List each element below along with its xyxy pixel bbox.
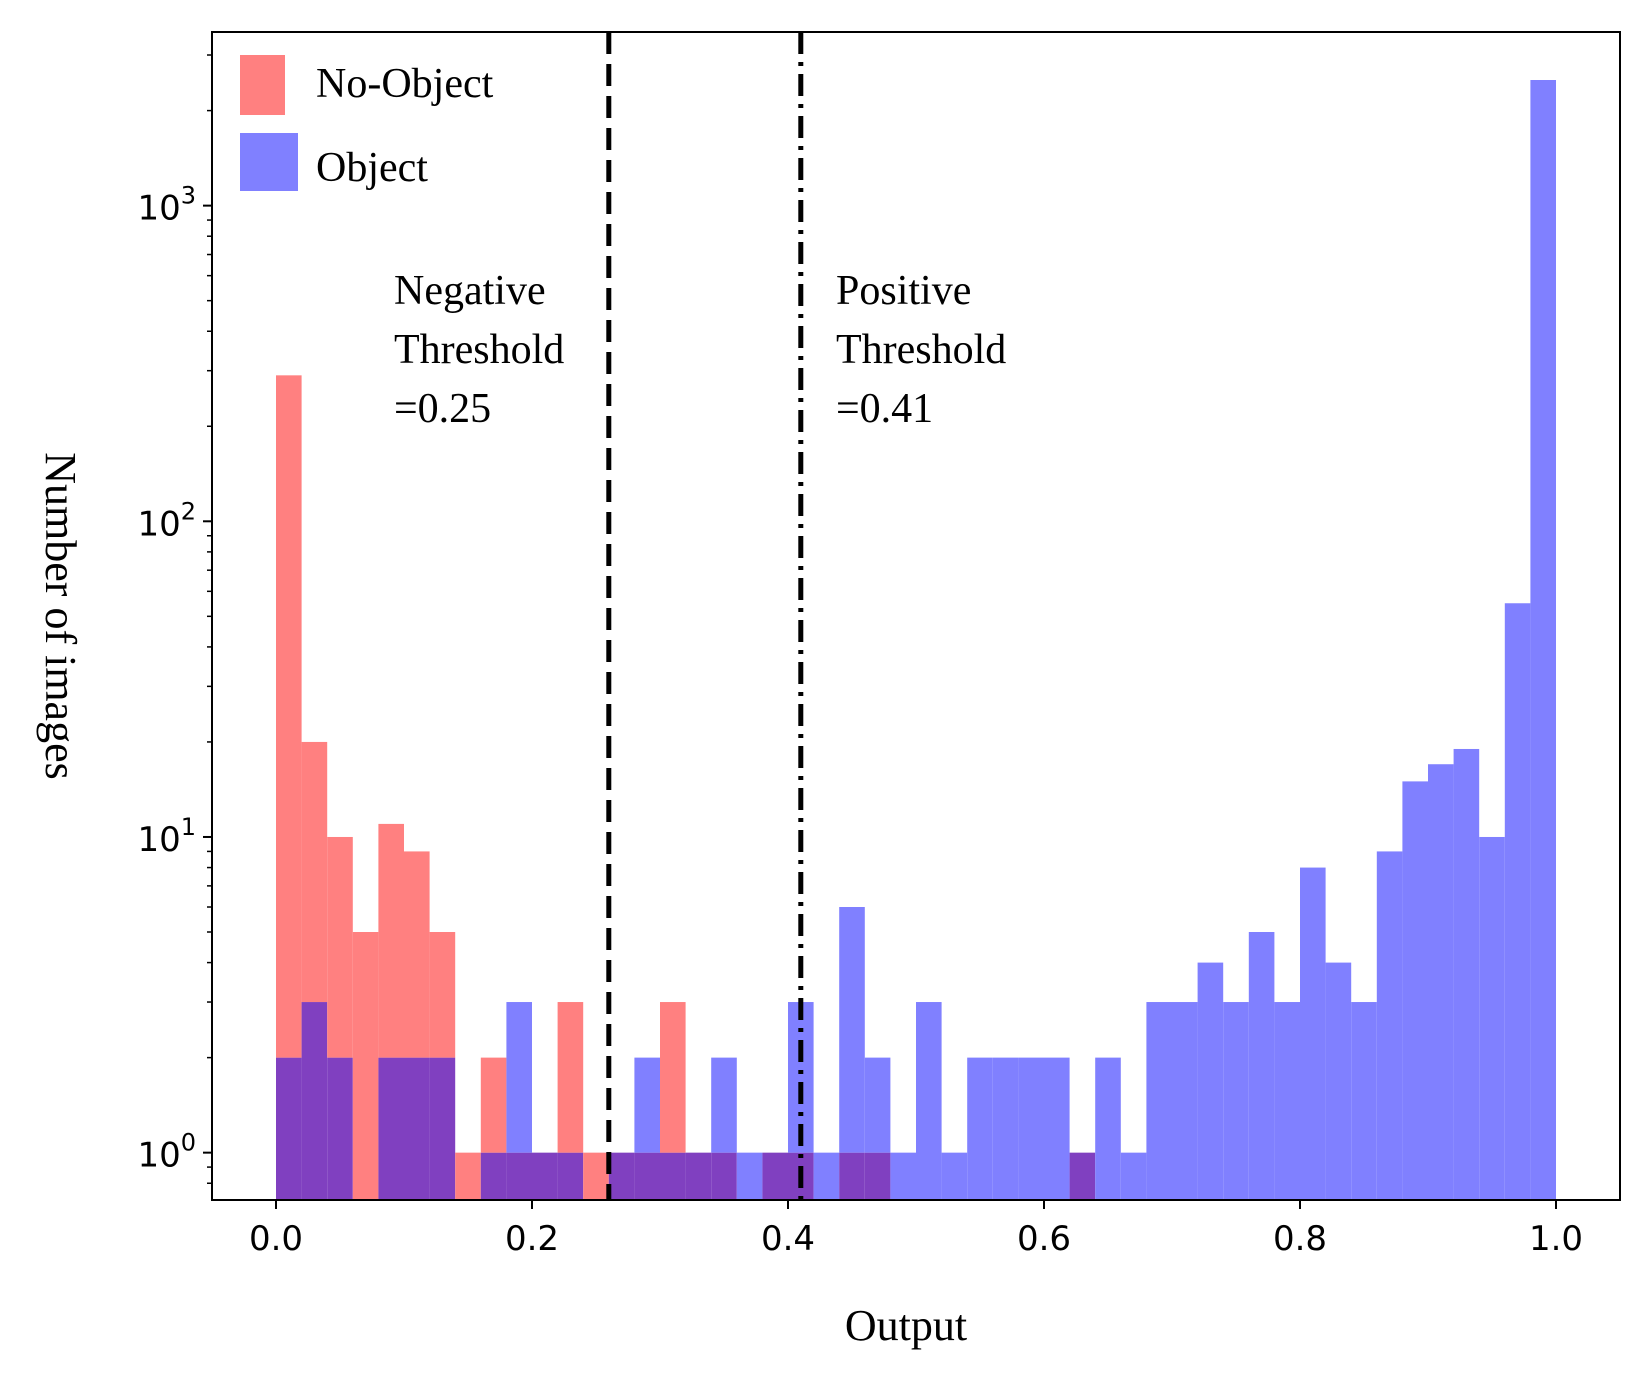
positive-threshold-label-line2: Threshold	[836, 327, 1006, 373]
bar-object-bin-18	[736, 1152, 763, 1200]
bar-overlap-bin-22	[839, 1152, 865, 1200]
bar-object-bin-43	[1376, 851, 1403, 1200]
y-tick-label-3: 103	[137, 182, 196, 229]
bar-overlap-bin-10	[532, 1152, 558, 1200]
bar-object-bin-27	[967, 1057, 993, 1200]
legend: No-Object Object	[240, 55, 494, 191]
bar-no-object-bin-8	[480, 1057, 507, 1153]
y-tick-label-0: 100	[137, 1129, 196, 1176]
bar-no-object-bin-1	[301, 741, 328, 1003]
x-tick-label-0: 0.0	[249, 1219, 303, 1259]
bar-overlap-bin-6	[429, 1057, 456, 1200]
bar-overlap-bin-9	[506, 1152, 532, 1200]
bar-object-bin-26	[941, 1152, 968, 1200]
bar-overlap-bin-14	[634, 1152, 660, 1200]
bar-object-bin-38	[1248, 932, 1275, 1200]
bar-overlap-bin-4	[378, 1057, 404, 1200]
bar-object-bin-42	[1351, 1002, 1377, 1200]
bar-object-bin-45	[1428, 764, 1454, 1200]
bar-object-bin-30	[1044, 1057, 1070, 1200]
bar-no-object-bin-15	[660, 1002, 686, 1153]
x-tick-label-4: 0.8	[1273, 1219, 1327, 1259]
bar-object-bin-46	[1453, 748, 1480, 1200]
bar-object-bin-28	[992, 1057, 1019, 1200]
x-tick-label-5: 1.0	[1529, 1219, 1583, 1259]
bar-no-object-bin-11	[557, 1002, 584, 1153]
legend-swatch-object	[240, 133, 298, 191]
bars-layer	[276, 80, 1556, 1201]
y-axis-label: Number of images	[36, 452, 85, 779]
bar-object-bin-35	[1172, 1002, 1198, 1200]
bar-no-object-bin-6	[429, 932, 456, 1058]
bar-overlap-bin-2	[327, 1057, 353, 1200]
bar-overlap-bin-0	[276, 1057, 302, 1200]
bar-object-bin-24	[890, 1152, 916, 1200]
legend-swatch-no-object	[240, 55, 285, 115]
bar-object-bin-22	[839, 907, 865, 1153]
bar-overlap-bin-15	[660, 1152, 686, 1200]
bar-no-object-bin-7	[455, 1152, 481, 1200]
bar-no-object-bin-3	[352, 932, 379, 1200]
x-tick-label-3: 0.6	[1017, 1219, 1071, 1259]
legend-label-object: Object	[316, 145, 428, 191]
positive-threshold-label-line1: Positive	[836, 268, 971, 314]
bar-overlap-bin-11	[557, 1152, 584, 1200]
bar-no-object-bin-0	[276, 375, 302, 1058]
bar-object-bin-40	[1300, 867, 1326, 1200]
bar-overlap-bin-19	[762, 1152, 788, 1200]
x-tick-label-1: 0.2	[505, 1219, 559, 1259]
bar-object-bin-29	[1018, 1057, 1044, 1200]
bar-object-bin-33	[1120, 1152, 1147, 1200]
bar-object-bin-17	[711, 1057, 737, 1153]
bar-overlap-bin-13	[608, 1152, 635, 1200]
y-tick-label-1: 101	[137, 813, 196, 860]
bar-object-bin-32	[1095, 1057, 1121, 1200]
negative-threshold-label-line2: Threshold	[394, 327, 564, 373]
positive-threshold-label-line3: =0.41	[836, 386, 933, 432]
bar-object-bin-37	[1223, 1002, 1249, 1200]
bar-object-bin-14	[634, 1057, 660, 1153]
bar-object-bin-48	[1504, 603, 1531, 1200]
bar-overlap-bin-17	[711, 1152, 737, 1200]
bar-no-object-bin-2	[327, 836, 353, 1058]
bar-object-bin-21	[813, 1152, 840, 1200]
threshold-lines	[606, 32, 804, 1200]
bar-object-bin-23	[864, 1057, 891, 1153]
bar-object-bin-34	[1146, 1002, 1172, 1200]
bar-overlap-bin-31	[1069, 1152, 1096, 1200]
plot-frame	[211, 31, 1621, 1201]
bar-overlap-bin-16	[685, 1152, 712, 1200]
bar-overlap-bin-1	[301, 1002, 328, 1200]
bar-object-bin-44	[1402, 781, 1428, 1200]
negative-threshold-label-line1: Negative	[394, 268, 546, 314]
x-tick-label-2: 0.4	[761, 1219, 815, 1259]
bar-object-bin-36	[1197, 962, 1224, 1200]
bar-object-bin-39	[1274, 1002, 1300, 1200]
y-tick-label-2: 102	[137, 497, 196, 544]
bar-overlap-bin-23	[864, 1152, 891, 1200]
bar-no-object-bin-12	[583, 1152, 609, 1200]
bar-object-bin-47	[1479, 836, 1505, 1200]
bar-object-bin-25	[916, 1002, 942, 1200]
bar-object-bin-41	[1325, 962, 1352, 1200]
bar-no-object-bin-5	[404, 851, 430, 1058]
bar-object-bin-9	[506, 1002, 532, 1153]
x-axis-label: Output	[845, 1301, 967, 1350]
bar-no-object-bin-4	[378, 823, 404, 1058]
bar-overlap-bin-5	[404, 1057, 430, 1200]
negative-threshold-label-line3: =0.25	[394, 386, 491, 432]
bar-overlap-bin-8	[480, 1152, 507, 1200]
bar-object-bin-49	[1530, 80, 1556, 1201]
axis-ticks: 0.0 0.2 0.4 0.6 0.8 1.0 100 101 102 103	[137, 54, 1583, 1259]
legend-label-no-object: No-Object	[316, 61, 494, 107]
